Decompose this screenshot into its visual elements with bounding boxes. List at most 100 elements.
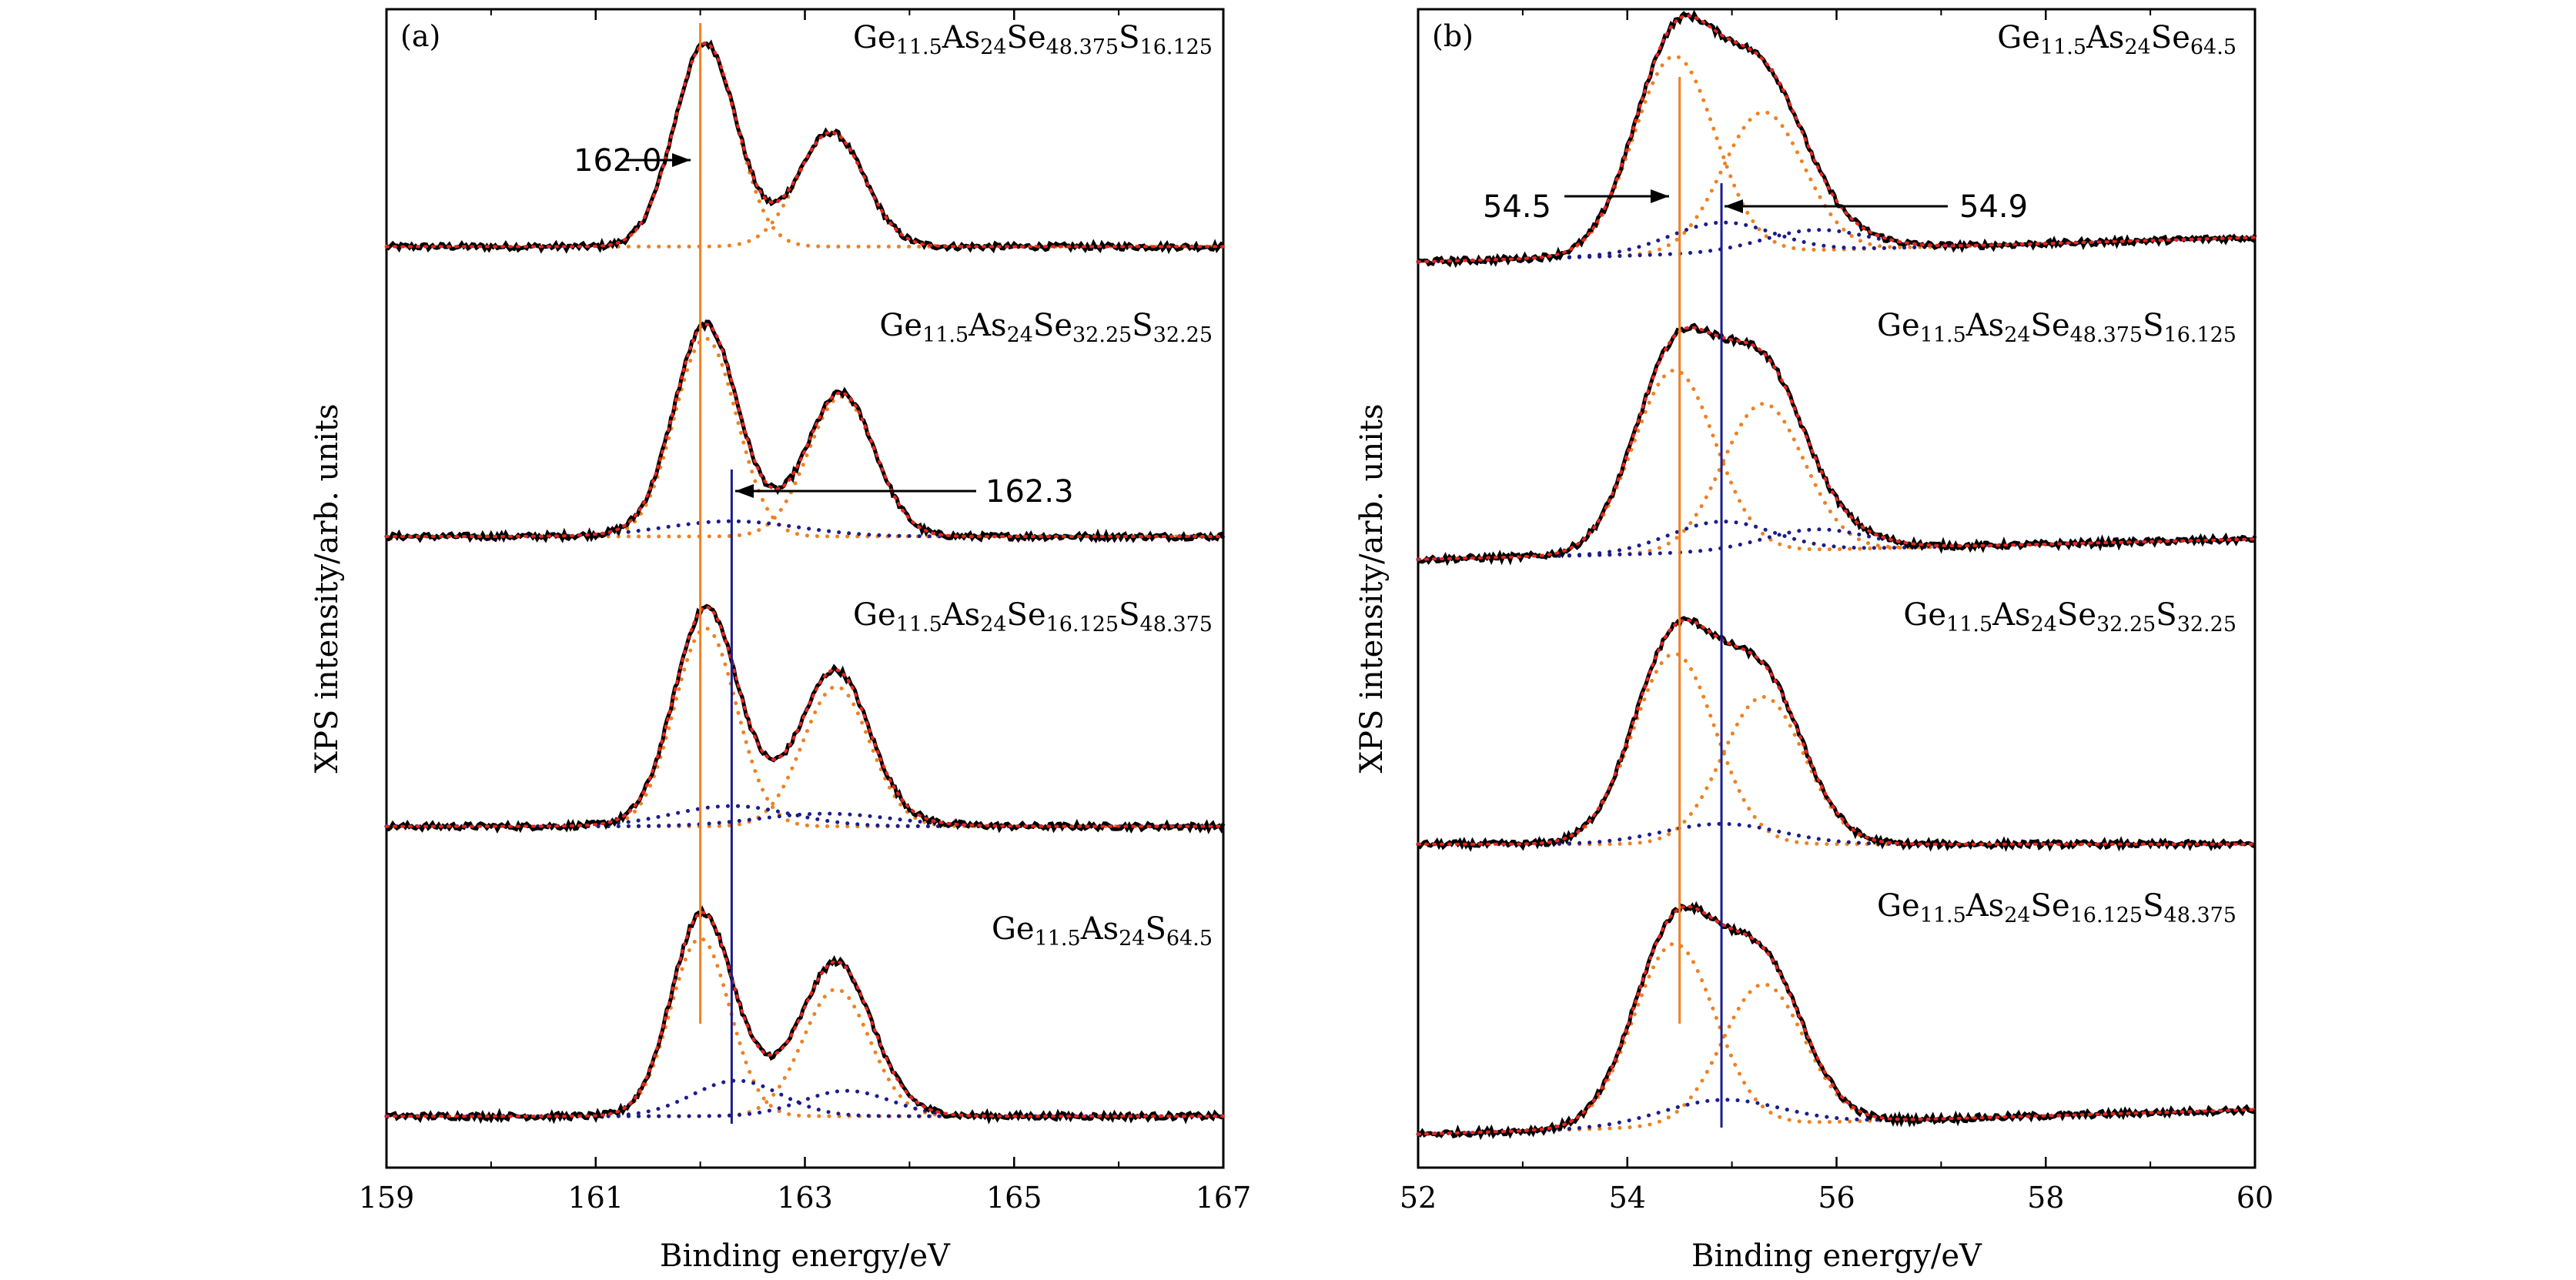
composition-element: S bbox=[1119, 597, 1139, 633]
composition-element: Se bbox=[1033, 308, 1072, 343]
fit-envelope bbox=[385, 323, 1225, 538]
fit-component-blue bbox=[384, 1078, 1226, 1118]
fit-envelope bbox=[385, 42, 1225, 249]
composition-subscript: 16.125 bbox=[1140, 35, 1213, 59]
annotation-value: 54.9 bbox=[1959, 189, 2028, 225]
composition-subscript: 11.5 bbox=[1920, 904, 1966, 927]
composition-subscript: 24 bbox=[980, 35, 1006, 59]
composition-element: Ge bbox=[853, 20, 896, 55]
composition-element: Se bbox=[2031, 308, 2070, 343]
fit-component-orange bbox=[1416, 941, 2257, 1136]
composition-subscript: 11.5 bbox=[1035, 927, 1081, 951]
composition-element: S bbox=[1119, 20, 1139, 55]
composition-element: As bbox=[1965, 308, 2004, 343]
fit-component-orange bbox=[384, 626, 1226, 829]
fit-component-orange bbox=[384, 336, 1226, 539]
composition-element: Se bbox=[1007, 597, 1046, 633]
x-tick-label: 163 bbox=[777, 1181, 833, 1215]
x-tick-label: 167 bbox=[1196, 1181, 1252, 1215]
composition-label: Ge11.5As24S64.5 bbox=[992, 911, 1213, 951]
panel-a: 159 161 163 165 167 Binding energy/eV XPS inte… bbox=[309, 8, 1252, 1274]
composition-subscript: 24 bbox=[2004, 323, 2030, 347]
fit-component-orange bbox=[384, 684, 1226, 829]
composition-subscript: 48.375 bbox=[1046, 35, 1119, 59]
annotation-arrow-head bbox=[1651, 189, 1669, 203]
y-axis-title: XPS intensity/arb. units bbox=[309, 404, 345, 774]
fit-component-orange bbox=[384, 42, 1226, 249]
fit-component-orange bbox=[384, 395, 1226, 539]
composition-element: S bbox=[1145, 911, 1166, 947]
composition-element: Ge bbox=[853, 597, 896, 633]
measured-spectrum bbox=[386, 319, 1226, 544]
composition-label: Ge11.5As24Se16.125S48.375 bbox=[853, 597, 1213, 637]
composition-element: Se bbox=[2151, 20, 2190, 55]
y-axis-title: XPS intensity/arb. units bbox=[1354, 404, 1390, 774]
composition-element: Se bbox=[1007, 20, 1046, 55]
composition-subscript: 11.5 bbox=[896, 35, 942, 59]
fit-component-orange bbox=[384, 130, 1226, 249]
composition-element: Ge bbox=[1877, 308, 1920, 343]
composition-subscript: 24 bbox=[2004, 904, 2030, 927]
panel-b: 52 54 56 58 60 Binding energy/eV XPS intensity… bbox=[1354, 8, 2273, 1274]
composition-subscript: 16.125 bbox=[1046, 613, 1119, 637]
composition-subscript: 11.5 bbox=[2040, 35, 2086, 59]
composition-element: As bbox=[2086, 20, 2124, 55]
x-tick-label: 165 bbox=[986, 1181, 1042, 1215]
fit-component-orange bbox=[1416, 368, 2257, 562]
fit-envelope bbox=[1417, 14, 2257, 264]
composition-subscript: 11.5 bbox=[896, 613, 942, 637]
composition-element: Ge bbox=[879, 308, 922, 343]
plot-frame bbox=[385, 8, 1225, 1169]
composition-element: Se bbox=[2057, 597, 2096, 633]
fit-envelope bbox=[385, 911, 1225, 1118]
composition-subscript: 24 bbox=[980, 613, 1006, 637]
composition-element: Se bbox=[2031, 888, 2070, 924]
composition-subscript: 11.5 bbox=[1920, 323, 1966, 347]
x-tick-label: 52 bbox=[1400, 1181, 1437, 1215]
composition-label: Ge11.5As24Se16.125S48.375 bbox=[1877, 888, 2236, 927]
composition-subscript: 11.5 bbox=[922, 323, 969, 347]
composition-subscript: 24 bbox=[2124, 35, 2150, 59]
fit-component-blue bbox=[384, 811, 1226, 829]
annotation-value: 54.5 bbox=[1483, 189, 1551, 225]
composition-element: As bbox=[1080, 911, 1119, 947]
composition-element: As bbox=[942, 597, 980, 633]
fit-component-orange bbox=[384, 936, 1226, 1118]
fit-component-orange bbox=[1416, 54, 2257, 264]
composition-label: Ge11.5As24Se32.25S32.25 bbox=[1903, 597, 2236, 637]
composition-subscript: 24 bbox=[1007, 323, 1033, 347]
fit-component-blue bbox=[384, 804, 1226, 829]
composition-element: S bbox=[2143, 888, 2163, 924]
measured-spectrum bbox=[1417, 323, 2257, 566]
panel-tag: (a) bbox=[400, 19, 440, 53]
composition-subscript: 16.125 bbox=[2164, 323, 2236, 347]
fit-component-orange bbox=[1416, 401, 2257, 562]
composition-subscript: 32.25 bbox=[2177, 613, 2236, 637]
composition-subscript: 11.5 bbox=[1946, 613, 1992, 637]
composition-element: As bbox=[1992, 597, 2030, 633]
composition-subscript: 64.5 bbox=[2190, 35, 2236, 59]
composition-label: Ge11.5As24Se64.5 bbox=[1997, 20, 2236, 59]
x-tick-label: 54 bbox=[1609, 1181, 1646, 1215]
composition-subscript: 32.25 bbox=[2096, 613, 2156, 637]
composition-label: Ge11.5As24Se48.375S16.125 bbox=[1877, 308, 2236, 347]
annotation-arrow-head bbox=[672, 153, 691, 167]
measured-spectrum bbox=[385, 39, 1224, 255]
composition-subscript: 16.125 bbox=[2070, 904, 2143, 927]
composition-subscript: 24 bbox=[1119, 927, 1145, 951]
fit-envelope bbox=[1417, 326, 2257, 561]
composition-subscript: 48.375 bbox=[2164, 904, 2236, 927]
measured-spectrum bbox=[386, 603, 1226, 834]
annotation-value: 162.3 bbox=[985, 474, 1074, 510]
x-tick-label: 58 bbox=[2027, 1181, 2064, 1215]
annotation-arrow-head bbox=[1725, 199, 1743, 213]
composition-subscript: 48.375 bbox=[1140, 613, 1213, 637]
composition-element: As bbox=[968, 308, 1006, 343]
x-tick-label: 161 bbox=[567, 1181, 624, 1215]
composition-element: Ge bbox=[1877, 888, 1920, 924]
composition-label: Ge11.5As24Se48.375S16.125 bbox=[853, 20, 1213, 59]
composition-element: S bbox=[2143, 308, 2163, 343]
composition-element: As bbox=[942, 20, 980, 55]
composition-subscript: 32.25 bbox=[1072, 323, 1132, 347]
